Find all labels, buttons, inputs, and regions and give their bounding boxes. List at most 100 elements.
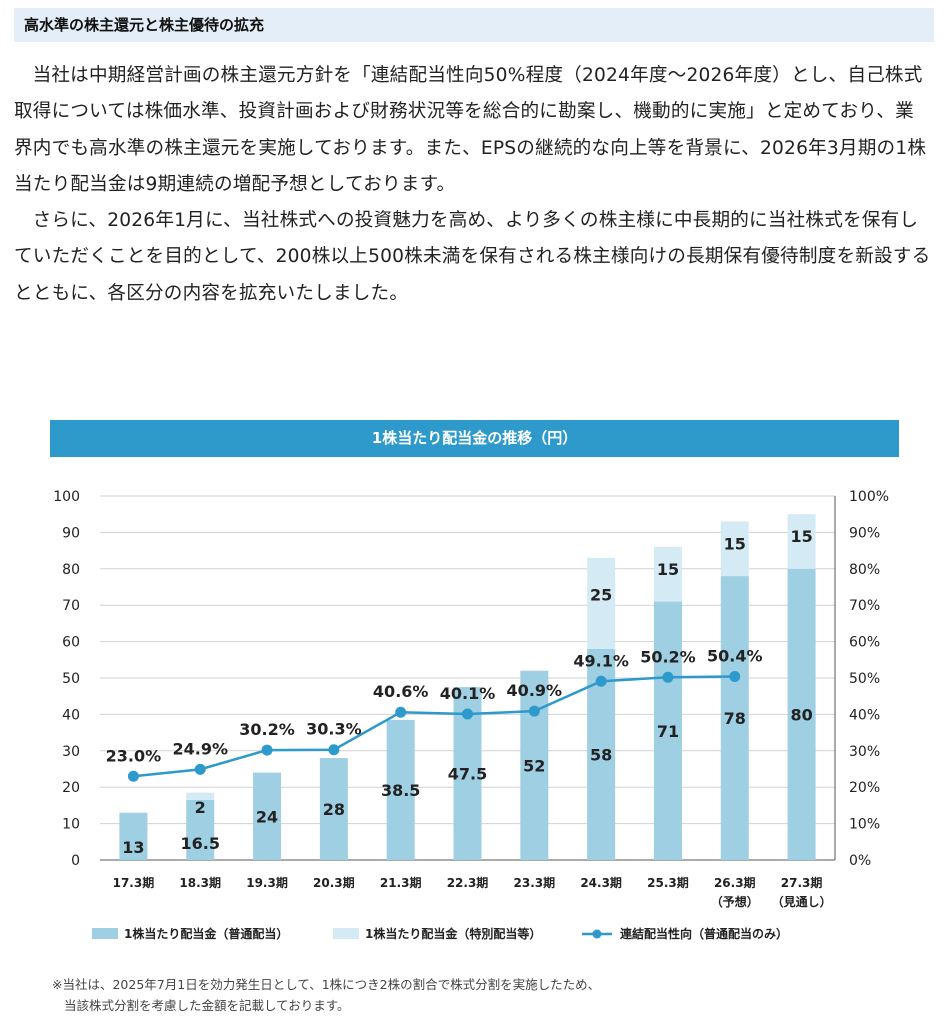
y-tick-label: 50 (62, 671, 80, 687)
payout-point (261, 744, 273, 756)
bar-ordinary (520, 670, 549, 860)
bar-special (186, 792, 215, 800)
payout-value-label: 23.0% (106, 746, 162, 765)
bar-ordinary (119, 812, 148, 860)
ordinary-value-label: 78 (724, 709, 746, 728)
legend-swatch-ordinary (92, 928, 118, 939)
y-tick-label: 40 (62, 707, 80, 723)
special-value-label: 15 (790, 527, 812, 546)
footnote: ※当社は、2025年7月1日を効力発生日として、1株につき2株の割合で株式分割を… (52, 974, 912, 1016)
payout-point (662, 671, 674, 683)
bar-ordinary (253, 772, 282, 860)
paragraph-1: 当社は中期経営計画の株主還元方針を「連結配当性向50%程度（2024年度～202… (14, 65, 927, 195)
payout-value-label: 30.2% (239, 720, 295, 739)
x-tick-label: 19.3期 (246, 875, 288, 890)
legend-label-ordinary: 1株当たり配当金（普通配当） (124, 926, 288, 941)
bar-special (653, 546, 682, 602)
footnote-line-2: 当該株式分割を考慮した金額を記載しております。 (64, 998, 350, 1013)
x-tick-label: 18.3期 (179, 875, 221, 890)
y2-tick-label: 100% (849, 489, 889, 505)
payout-point (462, 708, 473, 720)
y2-tick-label: 70% (849, 598, 880, 614)
special-value-label: 25 (590, 585, 612, 604)
bar-ordinary (386, 719, 415, 860)
payout-point (328, 744, 340, 756)
bar-special (787, 514, 816, 569)
special-value-label: 15 (724, 534, 746, 553)
ordinary-value-label: 38.5 (381, 781, 420, 800)
x-tick-label: 23.3期 (514, 875, 556, 890)
ordinary-value-label: 47.5 (448, 765, 487, 784)
ordinary-value-label: 71 (657, 722, 679, 741)
bar-ordinary (186, 799, 215, 860)
payout-point (395, 706, 407, 718)
bar-ordinary (787, 568, 816, 860)
ordinary-value-label: 28 (323, 800, 345, 819)
x-tick-label: 26.3期 (714, 875, 756, 890)
payout-value-label: 40.1% (440, 684, 496, 703)
y2-tick-label: 40% (849, 707, 880, 723)
y2-tick-label: 30% (849, 744, 880, 760)
y-tick-label: 100 (53, 489, 80, 505)
payout-point (595, 675, 607, 687)
y-tick-label: 30 (62, 744, 80, 760)
x-tick-label: 17.3期 (113, 875, 155, 890)
special-value-label: 15 (657, 560, 679, 579)
paragraph-2: さらに、2026年1月に、当社株式への投資魅力を高め、より多くの株主様に中長期的… (14, 210, 931, 304)
ordinary-value-label: 80 (790, 705, 812, 724)
ordinary-value-label: 52 (523, 756, 545, 775)
y-tick-label: 20 (62, 780, 80, 796)
y-tick-label: 60 (62, 635, 80, 651)
payout-point (194, 763, 206, 775)
y2-tick-label: 20% (849, 780, 880, 796)
bar-ordinary (720, 576, 749, 860)
ordinary-value-label: 24 (256, 807, 278, 826)
y-tick-label: 80 (62, 562, 80, 578)
x-tick-label: 22.3期 (447, 875, 489, 890)
y2-tick-label: 80% (849, 562, 880, 578)
footnote-line-1: ※当社は、2025年7月1日を効力発生日として、1株につき2株の割合で株式分割を… (52, 977, 601, 992)
x-tick-note: （予想） (711, 894, 759, 909)
ordinary-value-label: 13 (122, 838, 144, 857)
legend-label-special: 1株当たり配当金（特別配当等） (365, 926, 541, 941)
x-tick-label: 25.3期 (647, 875, 689, 890)
payout-point (127, 770, 139, 782)
section-heading: 高水準の株主還元と株主優待の拡充 (14, 8, 934, 42)
y-tick-label: 70 (62, 598, 80, 614)
bar-special (587, 557, 616, 649)
chart-title: 1株当たり配当金の推移（円） (50, 420, 899, 457)
payout-line (133, 675, 735, 778)
payout-point (729, 671, 741, 683)
x-tick-label: 27.3期 (781, 875, 823, 890)
y-tick-label: 0 (71, 853, 80, 869)
payout-value-label: 50.2% (640, 647, 696, 666)
y2-tick-label: 50% (849, 671, 880, 687)
payout-value-label: 24.9% (172, 739, 228, 758)
special-value-label: 2 (195, 798, 206, 817)
legend-label-payout: 連結配当性向（普通配当のみ） (620, 926, 788, 941)
ordinary-value-label: 16.5 (180, 834, 219, 853)
y2-tick-label: 60% (849, 635, 880, 651)
payout-value-label: 40.6% (373, 682, 429, 701)
y2-tick-label: 10% (849, 817, 880, 833)
dividend-chart: 0 10 20 30 40 50 60 70 80 90 100 0% 10% 20% 30% 40% 50% 6… (53, 489, 889, 941)
x-tick-note: （見通し） (772, 894, 832, 909)
bar-ordinary (653, 601, 682, 860)
payout-value-label: 50.4% (707, 647, 763, 666)
payout-point (528, 705, 540, 717)
payout-value-label: 30.3% (306, 720, 362, 739)
ordinary-value-label: 58 (590, 745, 612, 764)
y2-tick-label: 90% (849, 525, 880, 541)
bar-special (720, 521, 749, 577)
y-tick-label: 10 (62, 817, 80, 833)
body-text: 当社は中期経営計画の株主還元方針を「連結配当性向50%程度（2024年度～202… (14, 58, 932, 312)
payout-value-label: 40.9% (507, 681, 563, 700)
payout-value-label: 49.1% (573, 651, 629, 670)
bar-ordinary (319, 758, 348, 860)
x-tick-label: 24.3期 (580, 875, 622, 890)
x-tick-label: 21.3期 (380, 875, 422, 890)
legend-marker-payout (592, 929, 602, 939)
legend-swatch-special (333, 928, 359, 939)
x-tick-label: 20.3期 (313, 875, 355, 890)
y-tick-label: 90 (62, 525, 80, 541)
